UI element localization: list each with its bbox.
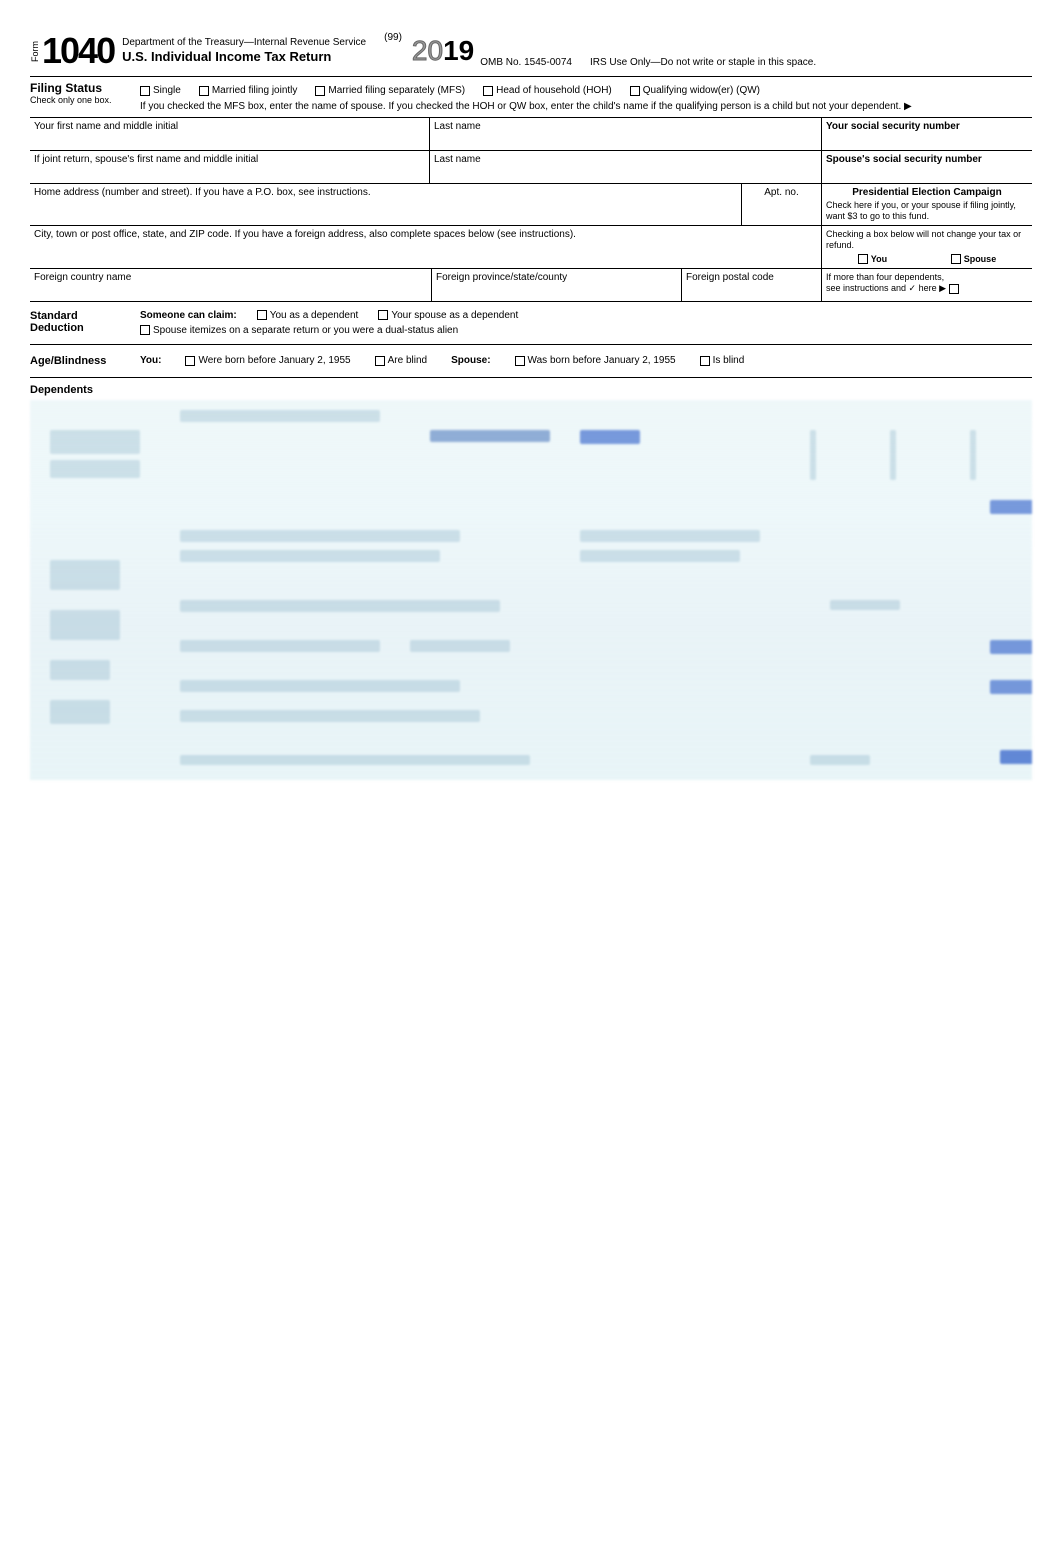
tax-year: 2019 [412,35,474,67]
pec-box-top: Presidential Election Campaign Check her… [822,184,1032,225]
pec-you[interactable]: You [858,254,887,265]
age-blindness-label: Age/Blindness [30,351,140,371]
filing-status-sub: Check only one box. [30,95,134,105]
spouse-name-row: If joint return, spouse's first name and… [30,151,1032,184]
spouse-first-cell[interactable]: If joint return, spouse's first name and… [30,151,430,183]
you-blind[interactable]: Are blind [375,355,427,366]
filing-status-content: Single Married filing jointly Married fi… [140,77,1032,117]
spouse-ssn-cell[interactable]: Spouse's social security number [822,151,1032,183]
checkbox-icon[interactable] [630,86,640,96]
filing-status-label-block: Filing Status Check only one box. [30,77,140,117]
city-cell[interactable]: City, town or post office, state, and ZI… [30,226,822,268]
checkbox-icon[interactable] [949,284,959,294]
checkbox-icon[interactable] [375,356,385,366]
form-word: Form [30,41,40,62]
irs-use-only: IRS Use Only—Do not write or staple in t… [590,57,816,72]
code-99: (99) [384,30,402,43]
checkbox-icon[interactable] [483,86,493,96]
checkbox-icon[interactable] [315,86,325,96]
pec-box-bottom: Checking a box below will not change you… [822,226,1032,268]
city-row: City, town or post office, state, and ZI… [30,226,1032,269]
spouse-born-before[interactable]: Was born before January 2, 1955 [515,355,676,366]
age-blindness-row: Age/Blindness You: Were born before Janu… [30,345,1032,378]
ssn-cell[interactable]: Your social security number [822,118,1032,150]
pec-spouse[interactable]: Spouse [951,254,997,265]
pec-text-end: Checking a box below will not change you… [826,229,1021,250]
blurred-lower-form [30,400,1032,780]
filing-status-row: Filing Status Check only one box. Single… [30,77,1032,118]
pec-text-start: Check here if you, or your spouse if fil… [826,200,1016,221]
home-address-cell[interactable]: Home address (number and street). If you… [30,184,742,225]
filing-status-label: Filing Status [30,81,134,95]
checkbox-icon[interactable] [140,86,150,96]
spouse-blind[interactable]: Is blind [700,355,745,366]
fs-qw[interactable]: Qualifying widow(er) (QW) [630,85,760,96]
age-blindness-content: You: Were born before January 2, 1955 Ar… [140,351,1032,370]
spouse-itemizes[interactable]: Spouse itemizes on a separate return or … [140,325,458,336]
checkbox-icon[interactable] [700,356,710,366]
filing-status-note: If you checked the MFS box, enter the na… [140,100,1032,113]
year-prefix: 20 [412,35,443,66]
checkbox-icon[interactable] [858,254,868,264]
fs-mfj[interactable]: Married filing jointly [199,85,298,96]
dept-title-block: Department of the Treasury—Internal Reve… [122,37,366,65]
form-number: 1040 [42,30,114,72]
you-label: You: [140,355,161,366]
year-suffix: 19 [443,35,474,66]
checkbox-icon[interactable] [515,356,525,366]
foreign-row: Foreign country name Foreign province/st… [30,269,1032,302]
checkbox-icon[interactable] [185,356,195,366]
checkbox-icon[interactable] [951,254,961,264]
checkbox-icon[interactable] [199,86,209,96]
spouse-label: Spouse: [451,355,490,366]
your-name-row: Your first name and middle initial Last … [30,118,1032,151]
form-title: U.S. Individual Income Tax Return [122,49,366,65]
checkbox-icon[interactable] [378,310,388,320]
spouse-as-dependent[interactable]: Your spouse as a dependent [378,310,518,321]
standard-deduction-row: Standard Deduction Someone can claim: Yo… [30,302,1032,345]
fs-mfs[interactable]: Married filing separately (MFS) [315,85,465,96]
checkbox-icon[interactable] [257,310,267,320]
std-deduction-content: Someone can claim: You as a dependent Yo… [140,306,1032,340]
pec-title: Presidential Election Campaign [826,187,1028,200]
last-name-cell[interactable]: Last name [430,118,822,150]
checkbox-icon[interactable] [140,325,150,335]
fs-single[interactable]: Single [140,85,181,96]
spouse-last-cell[interactable]: Last name [430,151,822,183]
home-address-row: Home address (number and street). If you… [30,184,1032,226]
foreign-postal-cell[interactable]: Foreign postal code [682,269,822,301]
foreign-province-cell[interactable]: Foreign province/state/county [432,269,682,301]
dependents-label: Dependents [30,384,134,396]
more-dependents-note: If more than four dependents, see instru… [822,269,1032,301]
std-deduction-label: Standard Deduction [30,306,140,338]
dependents-section: Dependents [30,378,1032,400]
you-born-before[interactable]: Were born before January 2, 1955 [185,355,350,366]
omb-number: OMB No. 1545-0074 [480,57,572,72]
foreign-country-cell[interactable]: Foreign country name [30,269,432,301]
you-as-dependent[interactable]: You as a dependent [257,310,359,321]
someone-can-claim-label: Someone can claim: [140,310,237,321]
dept-line: Department of the Treasury—Internal Reve… [122,37,366,49]
form-header: Form 1040 Department of the Treasury—Int… [30,30,1032,77]
dependents-label-block: Dependents [30,378,140,400]
fs-hoh[interactable]: Head of household (HOH) [483,85,612,96]
apt-cell[interactable]: Apt. no. [742,184,822,225]
first-name-cell[interactable]: Your first name and middle initial [30,118,430,150]
